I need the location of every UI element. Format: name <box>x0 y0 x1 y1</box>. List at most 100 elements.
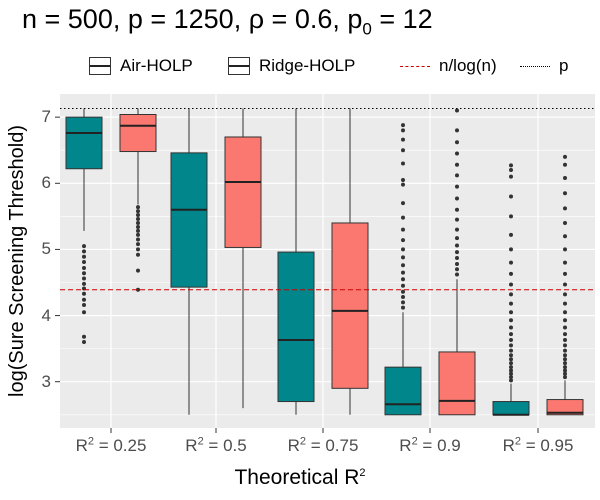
outlier-point <box>401 289 405 294</box>
outlier-point <box>563 332 567 337</box>
outlier-point <box>509 301 513 306</box>
outlier-point <box>455 256 459 261</box>
outlier-point <box>401 283 405 288</box>
dashed-line-icon <box>400 65 430 67</box>
outlier-point <box>509 260 513 265</box>
x-tick-label: R2 = 0.5 <box>185 435 247 455</box>
outlier-point <box>455 173 459 178</box>
y-tick-label: 5 <box>41 239 51 259</box>
box-body <box>170 152 208 288</box>
outlier-point <box>509 271 513 276</box>
box-body <box>384 366 422 416</box>
dotted-line-icon <box>520 65 550 67</box>
outlier-point <box>563 191 567 196</box>
outlier-point <box>136 213 140 218</box>
outlier-point <box>509 318 513 323</box>
outlier-point <box>136 242 140 247</box>
box-air-5 <box>492 163 530 416</box>
box-groups <box>65 108 584 416</box>
outlier-point <box>563 260 567 265</box>
outlier-point <box>136 209 140 214</box>
outlier-point <box>136 220 140 225</box>
outlier-point <box>82 254 86 259</box>
outlier-point <box>82 271 86 276</box>
outlier-point <box>136 252 140 257</box>
outlier-point <box>509 163 513 168</box>
box-ridge-4 <box>438 108 476 416</box>
outlier-point <box>82 281 86 286</box>
outlier-point <box>509 343 513 348</box>
outlier-point <box>136 287 140 292</box>
outlier-point <box>82 334 86 339</box>
legend-label-p: p <box>559 56 569 75</box>
outlier-point <box>401 247 405 252</box>
legend-item-air: Air-HOLP <box>89 52 193 80</box>
box-body <box>119 114 157 153</box>
outlier-point <box>82 259 86 264</box>
outlier-point <box>509 371 513 376</box>
outlier-point <box>563 234 567 239</box>
outlier-point <box>563 247 567 252</box>
outlier-point <box>509 194 513 199</box>
box-body <box>224 136 262 248</box>
air-swatch-icon <box>89 57 111 75</box>
box-ridge-5 <box>546 154 584 416</box>
box-air-4 <box>384 123 422 416</box>
outlier-point <box>563 338 567 343</box>
outlier-point <box>455 243 459 248</box>
outlier-point <box>563 371 567 376</box>
outlier-point <box>563 220 567 225</box>
outlier-point <box>401 295 405 300</box>
outlier-point <box>509 378 513 383</box>
outlier-point <box>455 267 459 272</box>
box-body <box>65 116 103 170</box>
box-air-1 <box>65 108 103 345</box>
box-ridge-2 <box>224 108 262 409</box>
box-ridge-1 <box>119 108 157 292</box>
outlier-point <box>455 151 459 156</box>
outlier-point <box>136 205 140 210</box>
outlier-point <box>563 365 567 370</box>
outlier-point <box>136 228 140 233</box>
outlier-point <box>509 353 513 358</box>
x-axis-label-text: Theoretical R <box>234 466 360 489</box>
outlier-point <box>563 325 567 330</box>
outlier-point <box>563 353 567 358</box>
outlier-point <box>509 357 513 362</box>
outlier-point <box>82 291 86 296</box>
y-axis-label: log(Sure Screening Threshold) <box>6 124 28 397</box>
outlier-point <box>82 276 86 281</box>
outlier-point <box>509 368 513 373</box>
outlier-point <box>455 207 459 212</box>
y-tick-label: 6 <box>41 173 51 193</box>
outlier-point <box>509 214 513 219</box>
outlier-point <box>563 343 567 348</box>
outlier-point <box>509 365 513 370</box>
outlier-point <box>563 271 567 276</box>
outlier-point <box>563 361 567 366</box>
x-axis-label: Theoretical R2 <box>0 466 600 490</box>
outlier-point <box>82 265 86 270</box>
x-tick-label: R2 = 0.95 <box>502 435 574 455</box>
y-tick-label: 4 <box>41 305 51 325</box>
outlier-point <box>509 247 513 252</box>
outlier-point <box>563 310 567 315</box>
outlier-point <box>82 244 86 249</box>
outlier-point <box>401 161 405 166</box>
outlier-point <box>82 340 86 345</box>
outlier-point <box>509 325 513 330</box>
outlier-point <box>509 232 513 237</box>
outlier-point <box>509 348 513 353</box>
outlier-point <box>136 237 140 242</box>
outlier-point <box>401 270 405 275</box>
x-axis-label-sup: 2 <box>359 467 366 479</box>
box-air-2 <box>170 108 208 415</box>
y-tick-label: 7 <box>41 107 51 127</box>
outlier-point <box>455 227 459 232</box>
outlier-point <box>401 128 405 133</box>
outlier-point <box>563 175 567 180</box>
outlier-point <box>563 348 567 353</box>
outlier-point <box>401 182 405 187</box>
outlier-point <box>401 201 405 206</box>
